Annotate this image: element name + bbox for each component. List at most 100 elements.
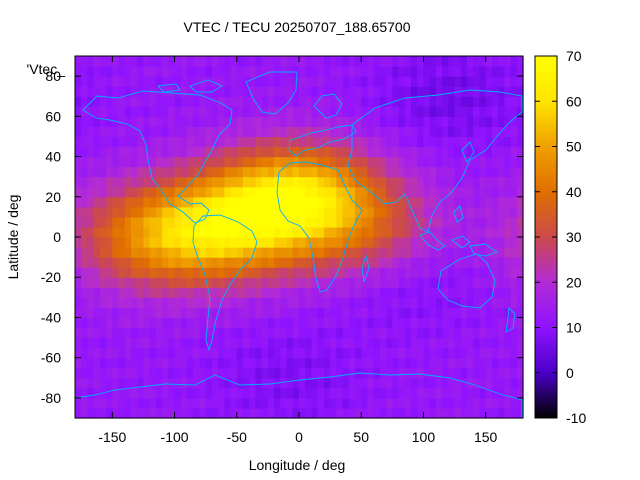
heatmap-cell bbox=[168, 347, 176, 359]
heatmap-cell bbox=[442, 307, 449, 319]
heatmap-cell bbox=[137, 377, 145, 389]
heatmap-cell bbox=[299, 397, 306, 409]
heatmap-cell bbox=[417, 237, 425, 248]
heatmap-cell bbox=[106, 247, 113, 258]
heatmap-cell bbox=[454, 367, 462, 379]
heatmap-cell bbox=[317, 186, 325, 198]
heatmap-cell bbox=[373, 277, 381, 288]
heatmap-cell bbox=[187, 146, 194, 158]
heatmap-cell bbox=[255, 377, 263, 389]
heatmap-cell bbox=[187, 347, 194, 359]
heatmap-cell bbox=[417, 367, 425, 379]
heatmap-cell bbox=[348, 387, 356, 399]
heatmap-cell bbox=[292, 257, 300, 268]
heatmap-cell bbox=[317, 86, 325, 97]
heatmap-cell bbox=[87, 237, 95, 248]
heatmap-cell bbox=[112, 337, 120, 349]
heatmap-cell bbox=[386, 166, 393, 178]
heatmap-cell bbox=[442, 76, 449, 87]
heatmap-cell bbox=[485, 76, 493, 87]
heatmap-cell bbox=[348, 377, 356, 389]
heatmap-cell bbox=[174, 277, 182, 288]
heatmap-cell bbox=[516, 206, 524, 218]
heatmap-cell bbox=[118, 387, 126, 399]
heatmap-cell bbox=[504, 76, 512, 87]
heatmap-cell bbox=[373, 297, 381, 308]
heatmap-cell bbox=[131, 347, 138, 359]
heatmap-cell bbox=[417, 397, 425, 409]
heatmap-cell bbox=[124, 357, 132, 369]
heatmap-cell bbox=[162, 226, 169, 238]
heatmap-cell bbox=[137, 186, 145, 198]
heatmap-cell bbox=[367, 387, 375, 399]
heatmap-cell bbox=[504, 307, 512, 319]
heatmap-cell bbox=[417, 407, 425, 419]
heatmap-cell bbox=[504, 176, 512, 188]
heatmap-cell bbox=[230, 237, 238, 248]
heatmap-cell bbox=[460, 206, 468, 218]
heatmap-cell bbox=[323, 317, 331, 329]
heatmap-cell bbox=[510, 146, 518, 158]
heatmap-cell bbox=[367, 126, 375, 138]
heatmap-cell bbox=[342, 287, 350, 298]
heatmap-cell bbox=[187, 106, 194, 117]
heatmap-cell bbox=[473, 267, 481, 278]
heatmap-cell bbox=[99, 287, 107, 298]
heatmap-cell bbox=[442, 377, 449, 389]
heatmap-cell bbox=[112, 156, 120, 168]
heatmap-cell bbox=[236, 377, 244, 389]
heatmap-cell bbox=[137, 407, 145, 419]
heatmap-cell bbox=[75, 297, 82, 308]
heatmap-cell bbox=[367, 206, 375, 218]
heatmap-cell bbox=[510, 357, 518, 369]
heatmap-cell bbox=[429, 156, 437, 168]
heatmap-cell bbox=[504, 277, 512, 288]
heatmap-cell bbox=[267, 166, 275, 178]
heatmap-cell bbox=[81, 237, 89, 248]
heatmap-cell bbox=[236, 397, 244, 409]
heatmap-cell bbox=[323, 106, 331, 117]
heatmap-cell bbox=[467, 237, 474, 248]
heatmap-cell bbox=[286, 76, 294, 87]
heatmap-cell bbox=[417, 327, 425, 339]
heatmap-cell bbox=[311, 176, 319, 188]
heatmap-cell bbox=[479, 397, 487, 409]
heatmap-cell bbox=[162, 136, 169, 148]
heatmap-cell bbox=[99, 196, 107, 208]
heatmap-cell bbox=[392, 257, 400, 268]
heatmap-cell bbox=[473, 196, 481, 208]
heatmap-cell bbox=[417, 317, 425, 329]
heatmap-cell bbox=[442, 337, 449, 349]
heatmap-cell bbox=[199, 186, 207, 198]
heatmap-cell bbox=[124, 307, 132, 319]
heatmap-cell bbox=[379, 307, 387, 319]
heatmap-cell bbox=[193, 136, 201, 148]
heatmap-cell bbox=[330, 226, 337, 238]
heatmap-cell bbox=[404, 146, 412, 158]
heatmap-cell bbox=[373, 257, 381, 268]
y-axis-label: Latitude / deg bbox=[5, 195, 21, 280]
heatmap-cell bbox=[454, 196, 462, 208]
y-tick-label: 80 bbox=[45, 68, 61, 84]
heatmap-cell bbox=[429, 96, 437, 107]
heatmap-cell bbox=[454, 297, 462, 308]
heatmap-cell bbox=[355, 66, 362, 77]
heatmap-cell bbox=[155, 357, 163, 369]
heatmap-cell bbox=[93, 86, 101, 97]
heatmap-cell bbox=[398, 347, 406, 359]
heatmap-cell bbox=[280, 66, 288, 77]
heatmap-cell bbox=[510, 347, 518, 359]
heatmap-cell bbox=[249, 377, 257, 389]
heatmap-cell bbox=[280, 257, 288, 268]
heatmap-cell bbox=[174, 156, 182, 168]
heatmap-cell bbox=[267, 56, 275, 67]
heatmap-cell bbox=[404, 106, 412, 117]
heatmap-cell bbox=[342, 327, 350, 339]
heatmap-cell bbox=[460, 357, 468, 369]
heatmap-cell bbox=[230, 156, 238, 168]
heatmap-cell bbox=[454, 247, 462, 258]
heatmap-cell bbox=[516, 387, 524, 399]
heatmap-cell bbox=[367, 136, 375, 148]
heatmap-cell bbox=[99, 397, 107, 409]
